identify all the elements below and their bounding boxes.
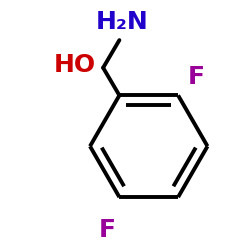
Text: F: F [188, 65, 204, 89]
Text: F: F [99, 218, 116, 242]
Text: HO: HO [54, 53, 96, 77]
Text: H₂N: H₂N [96, 10, 148, 34]
